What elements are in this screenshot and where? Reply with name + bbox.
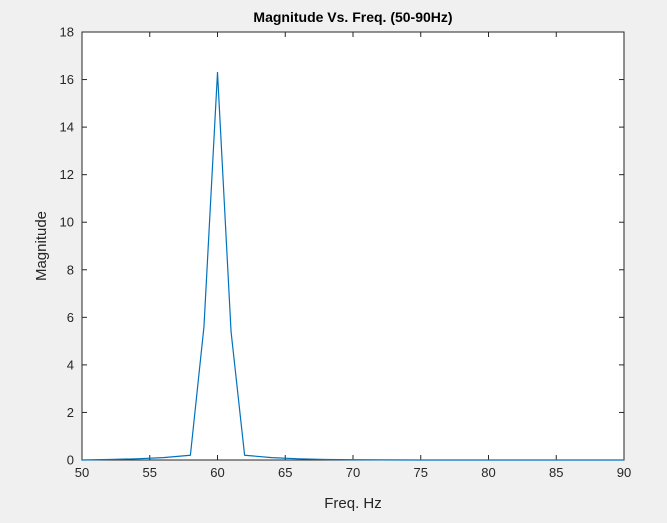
plot-area [81, 31, 625, 461]
x-tick-label: 80 [481, 465, 495, 480]
y-tick-label: 8 [67, 262, 74, 277]
y-axis-title: Magnitude [33, 211, 50, 281]
series-line [81, 71, 624, 461]
y-tick-label: 0 [67, 453, 74, 468]
y-tick-label: 2 [67, 405, 74, 420]
ticks-layer: 50 55 60 65 70 75 80 85 90 0 2 4 6 8 10 12 14 16 18 [60, 25, 632, 481]
y-tick-label: 12 [60, 167, 74, 182]
y-tick-label: 4 [67, 357, 74, 372]
x-tick-label: 70 [346, 465, 360, 480]
x-tick-label: 90 [617, 465, 631, 480]
y-tick-label: 18 [60, 25, 74, 40]
x-tick-label: 60 [210, 465, 224, 480]
series-layer [81, 71, 624, 461]
x-tick-label: 50 [75, 465, 89, 480]
x-tick-label: 75 [414, 465, 428, 480]
y-tick-label: 16 [60, 72, 74, 87]
x-tick-label: 65 [278, 465, 292, 480]
y-tick-label: 14 [60, 120, 74, 135]
x-tick-label: 85 [549, 465, 563, 480]
y-tick-label: 6 [67, 310, 74, 325]
x-axis-title: Freq. Hz [324, 495, 382, 512]
chart-title: Magnitude Vs. Freq. (50-90Hz) [253, 9, 452, 25]
x-tick-label: 55 [143, 465, 157, 480]
y-tick-label: 10 [60, 215, 74, 230]
